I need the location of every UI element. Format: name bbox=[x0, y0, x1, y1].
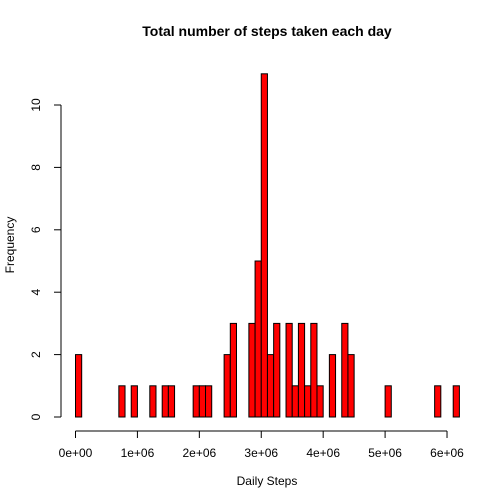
y-tick-label-3: 6 bbox=[29, 226, 43, 233]
y-tick-label-1: 2 bbox=[29, 351, 43, 358]
bar-bin-20 bbox=[198, 385, 207, 418]
bar-bin-38 bbox=[310, 322, 318, 418]
x-tick-label-0: 0e+00 bbox=[59, 446, 93, 460]
bar-bin-12 bbox=[149, 385, 157, 418]
y-tick-label-2: 4 bbox=[29, 289, 43, 296]
bar-bin-50 bbox=[384, 385, 392, 418]
bar-bin-25 bbox=[229, 322, 237, 418]
bar-bin-37 bbox=[304, 385, 312, 418]
y-tick-label-0: 0 bbox=[29, 413, 43, 420]
x-axis-label: Daily Steps bbox=[237, 474, 298, 488]
bar-bin-15 bbox=[167, 385, 176, 418]
bar-bin-30 bbox=[260, 73, 268, 418]
bar-bin-14 bbox=[161, 385, 169, 418]
bar-bin-58 bbox=[434, 385, 442, 418]
bars-group bbox=[75, 73, 460, 418]
x-tick-label-6: 6e+06 bbox=[430, 446, 464, 460]
y-axis-label: Frequency bbox=[3, 217, 17, 274]
x-tick-label-2: 2e+06 bbox=[182, 446, 216, 460]
bar-bin-9 bbox=[130, 385, 138, 418]
bar-bin-19 bbox=[192, 385, 200, 418]
bar-bin-24 bbox=[223, 354, 231, 418]
bar-bin-32 bbox=[273, 322, 281, 418]
x-tick-label-1: 1e+06 bbox=[121, 446, 155, 460]
bar-bin-41 bbox=[328, 354, 337, 418]
bar-bin-39 bbox=[316, 385, 324, 418]
x-tick-label-3: 3e+06 bbox=[244, 446, 278, 460]
bar-bin-0 bbox=[75, 354, 83, 418]
bar-bin-36 bbox=[297, 322, 306, 418]
chart-title: Total number of steps taken each day bbox=[142, 23, 392, 39]
bar-bin-61 bbox=[452, 385, 460, 418]
bar-bin-7 bbox=[118, 385, 126, 418]
x-tick-label-4: 4e+06 bbox=[306, 446, 340, 460]
x-tick-label-5: 5e+06 bbox=[368, 446, 402, 460]
bar-bin-35 bbox=[291, 385, 299, 418]
bar-bin-31 bbox=[266, 354, 275, 418]
y-tick-label-4: 8 bbox=[29, 164, 43, 171]
bar-bin-34 bbox=[285, 322, 293, 418]
x-axis: 0e+00 1e+06 2e+06 3e+06 4e+06 5e+06 6e+06 bbox=[59, 430, 464, 460]
bar-bin-28 bbox=[248, 322, 256, 418]
bar-bin-29 bbox=[254, 260, 262, 418]
bar-bin-21 bbox=[205, 385, 213, 418]
y-axis: 0 2 4 6 8 10 bbox=[29, 98, 62, 420]
bar-bin-43 bbox=[341, 322, 349, 418]
bar-bin-44 bbox=[347, 354, 355, 418]
y-tick-label-5: 10 bbox=[29, 98, 43, 112]
